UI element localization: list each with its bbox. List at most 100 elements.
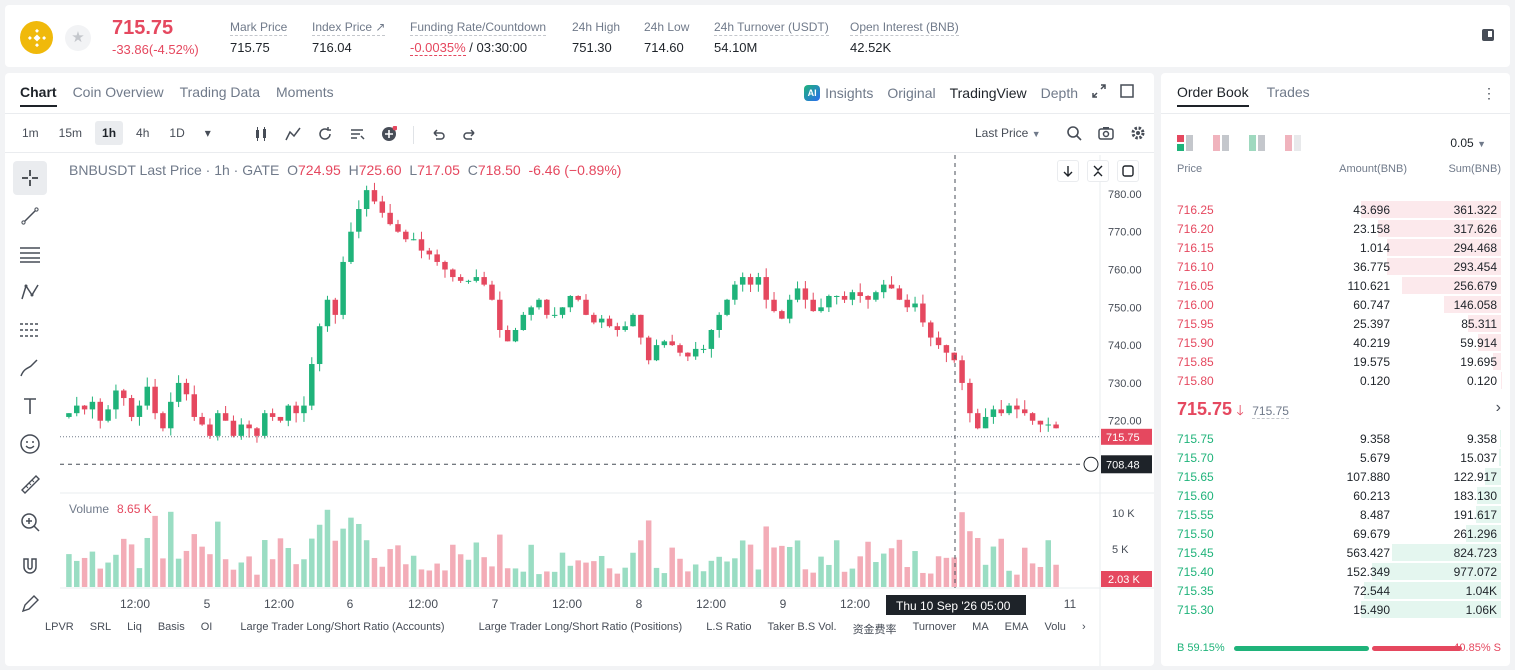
bid-row[interactable]: 715.55 8.487 191.617 xyxy=(1161,505,1510,524)
bid-row[interactable]: 715.40 152.349 977.072 xyxy=(1161,562,1510,581)
indicator-ls-ratio[interactable]: L.S Ratio xyxy=(706,621,752,633)
interval-4h[interactable]: 4h xyxy=(136,126,150,140)
indicator-lt-accounts[interactable]: Large Trader Long/Short Ratio (Accounts) xyxy=(240,621,445,633)
indicator-funding-rate[interactable]: 资金费率 xyxy=(852,624,897,636)
search-icon[interactable] xyxy=(1066,125,1082,146)
text-tool-icon[interactable] xyxy=(13,389,47,423)
more-menu-icon[interactable]: ⋮ xyxy=(1482,85,1496,101)
indicator-oi[interactable]: OI xyxy=(200,621,213,633)
bids-view-icon[interactable] xyxy=(1213,135,1229,151)
ask-row[interactable]: 716.25 43.696 361.322 xyxy=(1161,200,1510,219)
indicator-srl[interactable]: SRL xyxy=(89,621,112,633)
ask-row[interactable]: 715.80 0.120 0.120 xyxy=(1161,371,1510,390)
magnet-icon[interactable] xyxy=(13,549,47,583)
indicators-icon[interactable] xyxy=(285,126,301,142)
trend-line-icon[interactable] xyxy=(13,199,47,233)
collapse-icon[interactable] xyxy=(1087,160,1109,182)
tab-chart[interactable]: Chart xyxy=(20,84,57,107)
tab-trades[interactable]: Trades xyxy=(1266,84,1310,100)
emoji-icon[interactable] xyxy=(13,427,47,461)
pencil-lock-icon[interactable] xyxy=(13,587,47,621)
bid-row[interactable]: 715.75 9.358 9.358 xyxy=(1161,429,1510,448)
book-icon[interactable] xyxy=(1480,27,1496,43)
stat-label[interactable]: Funding Rate/Countdown xyxy=(410,20,547,36)
stat-label[interactable]: Open Interest (BNB) xyxy=(850,20,959,36)
gear-icon[interactable] xyxy=(1130,125,1146,146)
ask-row[interactable]: 716.00 60.747 146.058 xyxy=(1161,295,1510,314)
arrow-down-icon[interactable] xyxy=(1057,160,1079,182)
ask-row[interactable]: 716.15 1.014 294.468 xyxy=(1161,238,1510,257)
candle-type-icon[interactable] xyxy=(253,126,269,142)
mid-price-row[interactable]: 715.75 🡓 715.75 › xyxy=(1177,399,1501,421)
brush-icon[interactable] xyxy=(13,351,47,385)
tab-order-book[interactable]: Order Book xyxy=(1177,84,1249,107)
price-type-dropdown[interactable]: Last Price ▼ xyxy=(975,126,1041,140)
fullscreen-icon[interactable] xyxy=(1120,84,1134,101)
bid-row[interactable]: 715.65 107.880 122.917 xyxy=(1161,467,1510,486)
horizontal-lines-icon[interactable] xyxy=(13,237,47,271)
tab-coin-overview[interactable]: Coin Overview xyxy=(72,84,164,100)
asks-view-icon[interactable] xyxy=(1249,135,1265,151)
sync-icon[interactable] xyxy=(1117,160,1139,182)
indicator-ma[interactable]: MA xyxy=(972,621,989,633)
ask-row[interactable]: 716.20 23.158 317.626 xyxy=(1161,219,1510,238)
both-sides-view-icon[interactable] xyxy=(1177,135,1193,151)
interval-1m[interactable]: 1m xyxy=(22,126,39,140)
indicator-lt-positions[interactable]: Large Trader Long/Short Ratio (Positions… xyxy=(478,621,683,633)
interval-dropdown-icon[interactable]: ▾ xyxy=(204,126,211,140)
bid-row[interactable]: 715.45 563.427 824.723 xyxy=(1161,543,1510,562)
candlestick-chart[interactable]: 780.00 770.00 760.00 750.00 740.00 730.00 720.… xyxy=(60,155,1154,666)
tab-moments[interactable]: Moments xyxy=(276,84,334,100)
volume-bar xyxy=(551,571,558,587)
tab-insights[interactable]: AI Insights xyxy=(804,84,873,101)
interval-15m[interactable]: 15m xyxy=(58,126,83,140)
x-axis-tick: 7 xyxy=(492,597,499,611)
bid-row[interactable]: 715.60 60.213 183.130 xyxy=(1161,486,1510,505)
ask-row[interactable]: 716.10 36.775 293.454 xyxy=(1161,257,1510,276)
bid-row[interactable]: 715.30 15.490 1.06K xyxy=(1161,600,1510,619)
ask-row[interactable]: 715.95 25.397 85.311 xyxy=(1161,314,1510,333)
indicator-liq[interactable]: Liq xyxy=(127,621,142,633)
ask-row[interactable]: 716.05 110.621 256.679 xyxy=(1161,276,1510,295)
indicator-basis[interactable]: Basis xyxy=(157,621,185,633)
large-orders-view-icon[interactable] xyxy=(1285,135,1301,151)
volume-bar xyxy=(630,552,636,587)
tab-trading-data[interactable]: Trading Data xyxy=(179,84,261,100)
bid-row[interactable]: 715.50 69.679 261.296 xyxy=(1161,524,1510,543)
chevron-right-icon[interactable]: › xyxy=(1081,621,1086,633)
template-icon[interactable] xyxy=(349,126,365,142)
volume-bar xyxy=(904,567,910,587)
camera-icon[interactable] xyxy=(1098,125,1114,146)
expand-icon[interactable] xyxy=(1092,84,1106,101)
tab-original[interactable]: Original xyxy=(887,84,936,101)
undo-icon[interactable] xyxy=(430,126,446,142)
bid-row[interactable]: 715.35 72.544 1.04K xyxy=(1161,581,1510,600)
tab-depth[interactable]: Depth xyxy=(1040,84,1078,101)
pattern-icon[interactable] xyxy=(13,275,47,309)
fib-icon[interactable] xyxy=(13,313,47,347)
indicator-lpvr[interactable]: LPVR xyxy=(45,621,74,633)
interval-1d[interactable]: 1D xyxy=(169,126,185,140)
indicator-ema[interactable]: EMA xyxy=(1004,621,1029,633)
refresh-icon[interactable] xyxy=(317,126,333,142)
bid-row[interactable]: 715.70 5.679 15.037 xyxy=(1161,448,1510,467)
ask-row[interactable]: 715.85 19.575 19.695 xyxy=(1161,352,1510,371)
add-alert-icon[interactable] xyxy=(381,125,398,142)
stat-label[interactable]: Index Price ↗ xyxy=(312,20,386,36)
stat-label[interactable]: 24h Turnover (USDT) xyxy=(714,20,829,36)
ruler-icon[interactable] xyxy=(13,467,47,501)
crosshair-icon[interactable] xyxy=(13,161,47,195)
tick-size-dropdown[interactable]: 0.05 ▼ xyxy=(1450,136,1486,150)
indicator-taker-vol[interactable]: Taker B.S Vol. xyxy=(767,621,837,633)
redo-icon[interactable] xyxy=(462,126,478,142)
stat-label[interactable]: Mark Price xyxy=(230,20,288,36)
indicator-turnover[interactable]: Turnover xyxy=(912,621,957,633)
favorite-star-icon[interactable]: ★ xyxy=(65,25,91,51)
ask-row[interactable]: 715.90 40.219 59.914 xyxy=(1161,333,1510,352)
chevron-right-icon[interactable]: › xyxy=(1495,399,1501,416)
interval-1h[interactable]: 1h xyxy=(95,121,124,145)
tab-tradingview[interactable]: TradingView xyxy=(949,84,1027,101)
zoom-in-icon[interactable] xyxy=(13,505,47,539)
indicator-volume[interactable]: Volu xyxy=(1044,621,1066,633)
price-chart[interactable]: 780.00 770.00 760.00 750.00 740.00 730.00 720.… xyxy=(60,155,1154,666)
